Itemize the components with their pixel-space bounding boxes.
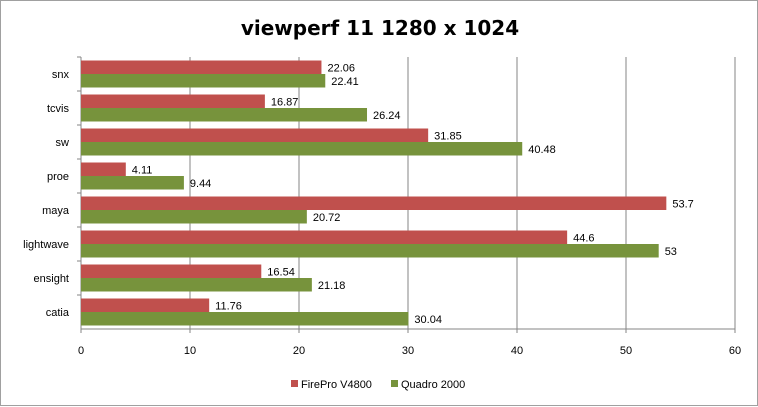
data-label: 9.44 [190, 178, 211, 190]
bar [81, 60, 322, 74]
x-tick-label: 30 [402, 345, 414, 357]
y-tick-label: maya [42, 205, 70, 217]
bar [81, 142, 523, 156]
data-label: 40.48 [528, 144, 556, 156]
bar [81, 162, 126, 176]
bar [81, 196, 667, 210]
data-label: 16.87 [271, 96, 299, 108]
x-tick-label: 0 [78, 345, 84, 357]
data-label: 16.54 [267, 266, 295, 278]
x-tick-label: 40 [511, 345, 523, 357]
y-tick-label: tcvis [47, 103, 70, 115]
bar [81, 94, 265, 108]
bar [81, 244, 659, 258]
data-label: 53 [665, 246, 677, 258]
bar [81, 312, 409, 326]
x-tick-label: 20 [293, 345, 305, 357]
legend: FirePro V4800 Quadro 2000 [291, 379, 465, 391]
data-label: 31.85 [434, 130, 462, 142]
legend-label: Quadro 2000 [401, 379, 465, 391]
y-tick-label: proe [47, 171, 69, 183]
y-tick-label: snx [52, 69, 70, 81]
data-label: 53.7 [672, 198, 693, 210]
y-tick-label: catia [46, 307, 70, 319]
bar [81, 176, 184, 190]
bar [81, 108, 368, 122]
data-label: 30.04 [414, 314, 442, 326]
data-label: 26.24 [373, 110, 401, 122]
x-tick-label: 60 [729, 345, 741, 357]
x-tick-label: 50 [620, 345, 632, 357]
chart-title: viewperf 11 1280 x 1024 [241, 16, 519, 40]
axes: 0 10 20 30 40 50 60 snx tcvis sw proe maya lightwave… [23, 56, 741, 357]
legend-swatch [391, 380, 398, 387]
bar [81, 128, 429, 142]
data-label: 44.6 [573, 232, 594, 244]
y-tick-label: sw [56, 137, 70, 149]
bar [81, 74, 326, 88]
bar [81, 298, 210, 312]
y-tick-label: lightwave [23, 239, 69, 251]
bar [81, 230, 568, 244]
data-label: 21.18 [318, 280, 346, 292]
data-label: 4.11 [132, 164, 153, 176]
bars [81, 60, 667, 326]
bar [81, 210, 307, 224]
bar [81, 264, 262, 278]
legend-swatch [291, 380, 298, 387]
data-label: 22.41 [331, 76, 359, 88]
legend-label: FirePro V4800 [301, 379, 372, 391]
x-tick-label: 10 [184, 345, 196, 357]
data-label: 22.06 [327, 62, 355, 74]
data-label: 11.76 [215, 300, 242, 312]
data-labels: 22.06 22.41 16.87 26.24 31.85 40.48 4.11 9.44 53… [132, 62, 694, 326]
data-label: 20.72 [313, 212, 341, 224]
bar [81, 278, 312, 292]
y-tick-label: ensight [34, 273, 69, 285]
